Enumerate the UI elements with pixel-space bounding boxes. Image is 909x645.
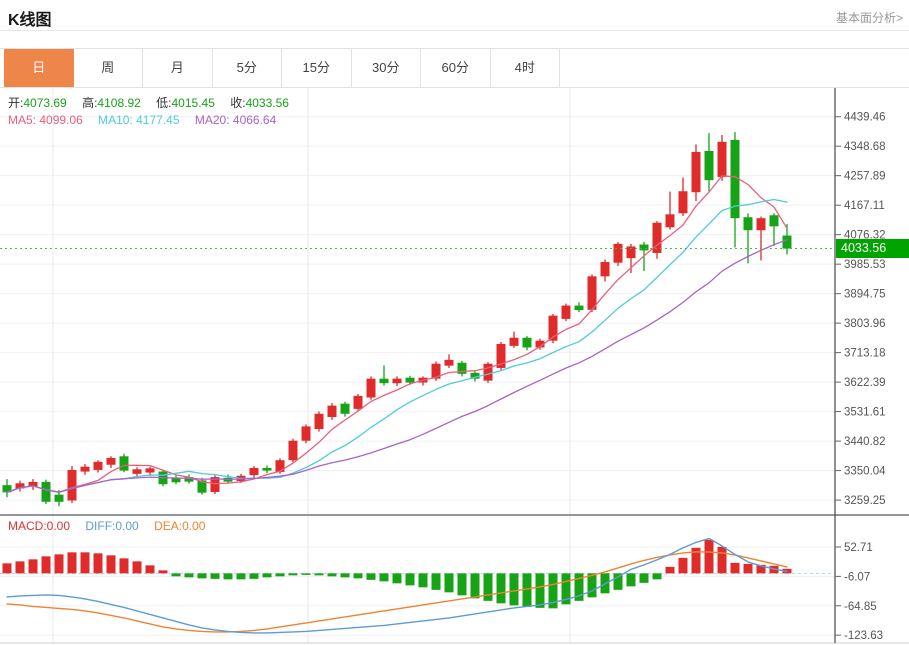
- close-label: 收:: [230, 96, 246, 110]
- ma20-value: 4066.64: [232, 113, 277, 127]
- tab-month[interactable]: 月: [143, 49, 213, 87]
- svg-text:-64.85: -64.85: [844, 601, 877, 613]
- ohlc-legend: 开:4073.69 高:4108.92 低:4015.45 收:4033.56: [8, 94, 301, 111]
- ma10-value: 4177.45: [136, 113, 180, 127]
- svg-text:4348.68: 4348.68: [844, 141, 886, 153]
- diff-value: 0.00: [115, 519, 139, 533]
- tab-4hour[interactable]: 4时: [491, 49, 560, 87]
- open-label: 开:: [8, 96, 24, 110]
- tab-day[interactable]: 日: [4, 49, 74, 87]
- svg-text:3622.39: 3622.39: [844, 377, 886, 389]
- macd-legend: MACD:0.00 DIFF:0.00 DEA:0.00: [8, 519, 217, 533]
- svg-text:3713.18: 3713.18: [844, 348, 886, 360]
- ma20-label: MA20:: [194, 113, 230, 127]
- svg-text:3531.61: 3531.61: [844, 407, 886, 419]
- dea-label: DEA:: [154, 519, 183, 533]
- ma10-label: MA10:: [98, 113, 133, 127]
- svg-text:3350.04: 3350.04: [844, 466, 886, 478]
- tab-week[interactable]: 周: [74, 49, 143, 87]
- svg-text:-6.07: -6.07: [844, 571, 870, 583]
- svg-text:4076.32: 4076.32: [844, 230, 886, 242]
- high-value: 4108.92: [97, 96, 141, 110]
- ma-legend: MA5: 4099.06 MA10: 4177.45 MA20: 4066.64: [8, 113, 288, 127]
- macd-value: 0.00: [46, 519, 71, 533]
- tab-15min[interactable]: 15分: [282, 49, 352, 87]
- svg-text:3259.25: 3259.25: [844, 495, 886, 507]
- current-price-tag: 4033.56: [836, 239, 909, 258]
- diff-label: DIFF:: [85, 519, 116, 533]
- tab-60min[interactable]: 60分: [421, 49, 491, 87]
- svg-text:3440.82: 3440.82: [844, 436, 886, 448]
- high-label: 高:: [82, 96, 98, 110]
- tab-5min[interactable]: 5分: [213, 49, 282, 87]
- svg-text:3894.75: 3894.75: [844, 289, 886, 301]
- svg-text:3985.53: 3985.53: [844, 259, 886, 271]
- ma5-value: 4099.06: [39, 113, 83, 127]
- svg-text:4257.89: 4257.89: [844, 171, 886, 183]
- low-value: 4015.45: [171, 96, 215, 110]
- svg-text:4439.46: 4439.46: [844, 112, 886, 124]
- fundamental-analysis-link[interactable]: 基本面分析>: [835, 11, 903, 25]
- svg-text:4167.11: 4167.11: [844, 200, 885, 212]
- page-title: K线图: [8, 12, 52, 29]
- ma5-label: MA5:: [8, 113, 37, 127]
- dea-value: 0.00: [182, 519, 206, 533]
- svg-text:52.71: 52.71: [844, 542, 873, 554]
- svg-text:-123.63: -123.63: [844, 630, 883, 642]
- tab-30min[interactable]: 30分: [352, 49, 421, 87]
- svg-text:3803.96: 3803.96: [844, 318, 886, 330]
- open-value: 4073.69: [23, 96, 67, 110]
- period-tabbar: 日周月 5分 15分 30分 60分 4时: [0, 48, 909, 88]
- page-header: K线图 基本面分析>: [0, 0, 909, 31]
- low-label: 低:: [156, 96, 172, 110]
- close-value: 4033.56: [245, 96, 289, 110]
- macd-label: MACD:: [8, 519, 47, 533]
